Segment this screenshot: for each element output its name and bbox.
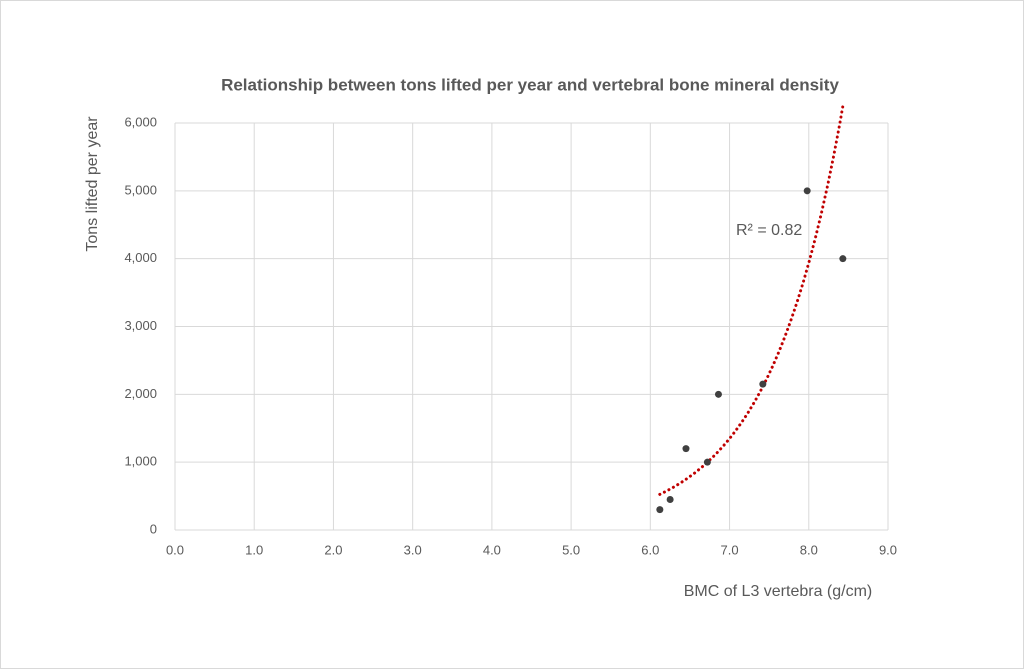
x-tick-label: 4.0 <box>483 542 501 557</box>
y-tick-label: 4,000 <box>124 250 157 265</box>
data-point <box>759 380 767 388</box>
data-point <box>666 495 674 503</box>
data-point <box>656 506 664 514</box>
x-tick-label: 1.0 <box>245 542 263 557</box>
data-point <box>714 390 722 398</box>
y-tick-label: 5,000 <box>124 182 157 197</box>
data-point <box>703 458 711 466</box>
x-tick-label: 3.0 <box>404 542 422 557</box>
y-tick-label: 0 <box>150 521 157 536</box>
y-tick-label: 6,000 <box>124 114 157 129</box>
data-point <box>682 445 690 453</box>
trendline-annotation: R² = 0.82 <box>736 222 802 239</box>
x-tick-label: 2.0 <box>324 542 342 557</box>
x-axis-label: BMC of L3 vertebra (g/cm) <box>684 583 873 600</box>
y-tick-label: 2,000 <box>124 386 157 401</box>
chart-title: Relationship between tons lifted per yea… <box>221 75 839 94</box>
data-point <box>803 187 811 195</box>
trendline <box>658 105 845 496</box>
y-tick-label: 3,000 <box>124 318 157 333</box>
x-tick-label: 0.0 <box>166 542 184 557</box>
data-point <box>839 255 847 263</box>
y-tick-label: 1,000 <box>124 454 157 469</box>
x-tick-label: 7.0 <box>721 542 739 557</box>
x-tick-label: 8.0 <box>800 542 818 557</box>
y-axis-label: Tons lifted per year <box>84 116 101 252</box>
x-tick-label: 9.0 <box>879 542 897 557</box>
x-tick-label: 5.0 <box>562 542 580 557</box>
x-tick-label: 6.0 <box>641 542 659 557</box>
